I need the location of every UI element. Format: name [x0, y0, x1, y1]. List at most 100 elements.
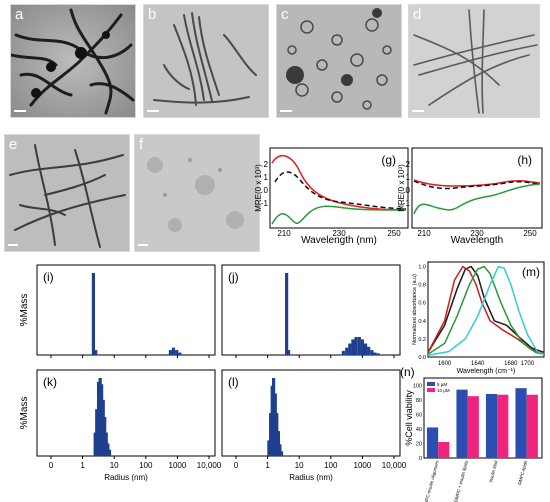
dls-bar — [370, 350, 374, 355]
dls-bar — [367, 346, 371, 355]
dls-xlabel: Radius (nm) — [104, 473, 148, 482]
viability-frame — [423, 377, 543, 459]
tem-image-d — [409, 5, 539, 117]
ftir-frame — [427, 261, 545, 358]
dls-panel: 0 1 10 100 1000 10,000 (l) Radius (nm) — [221, 369, 407, 482]
viability-category-label: DMPC + insulin fibrils — [453, 459, 469, 502]
ftir-xtick: 1640 — [471, 361, 485, 367]
ftir-ylabel: Normalized absorbance (a.u) — [412, 274, 418, 345]
cd-g-xtick: 210 — [277, 229, 291, 238]
dls-xtick: 10 — [295, 461, 304, 470]
dls-bar — [276, 431, 281, 456]
cd-g-xlabel: Wavelength (nm) — [301, 235, 377, 246]
tem-panel-e: e — [4, 134, 130, 252]
dls-frame — [221, 264, 401, 356]
dls-frame — [36, 264, 216, 356]
cd-h-curve-dashed — [413, 180, 541, 190]
viability-panel-label: (n) — [400, 365, 415, 379]
dls-bar — [96, 381, 101, 456]
cd-g-label: (g) — [381, 153, 396, 167]
dls-bar — [168, 350, 172, 355]
viability-ytick: 20 — [416, 441, 422, 447]
panel-label-c: c — [281, 6, 289, 23]
dls-bar — [373, 352, 377, 355]
dls-xtick: 100 — [324, 461, 338, 470]
dls-bar — [275, 413, 279, 456]
viability-ytick: 100 — [413, 383, 422, 389]
dls-bar — [376, 353, 380, 355]
cd-h-ytick: -1 — [403, 199, 411, 208]
dls-panel: 0 1 10 100 1000 10,000 (k) Radius (nm) %Mass — [19, 369, 222, 482]
ftir-ytick: 1.0 — [418, 265, 426, 271]
viability-legend-swatch — [427, 388, 435, 392]
dls-bar — [360, 339, 364, 355]
dls-panel-label: (i) — [43, 270, 54, 284]
dls-bar — [95, 409, 99, 456]
cd-g-ylabel: MRE(0 x 10³) — [254, 164, 263, 212]
dls-bar — [348, 343, 352, 355]
dls-panel: (i) %Mass — [19, 264, 216, 358]
dls-panel-label: (j) — [228, 270, 239, 284]
cd-h-xtick: 230 — [470, 229, 484, 238]
tem-image-e — [5, 135, 129, 251]
tem-image-b — [144, 5, 268, 117]
cd-h-frame — [411, 147, 543, 229]
dls-bar — [171, 347, 176, 355]
cd-g-curve-green — [271, 205, 407, 225]
dls-frame — [36, 369, 216, 457]
tem-image-a — [11, 5, 135, 117]
panel-label-b: b — [148, 6, 157, 23]
ftir-series-line — [427, 265, 545, 354]
dls-xtick: 1000 — [169, 461, 187, 470]
ftir-xlabel: Wavelength (cm⁻¹) — [457, 368, 516, 375]
cd-g-ytick: 2 — [264, 160, 269, 169]
cd-panel-g: (g) Wavelength (nm) MRE(0 x 10³) 210 230… — [254, 147, 409, 246]
tem-image-c — [277, 5, 401, 117]
viability-category-label: DMPC-lipids — [517, 459, 528, 485]
viability-bar — [526, 394, 538, 458]
dls-xtick: 1000 — [354, 461, 372, 470]
tem-panel-b: b — [143, 4, 269, 118]
panel-label-d: d — [413, 6, 422, 23]
ftir-ytick: 0.2 — [418, 337, 426, 343]
viability-panel-n: DMPC-insulin oligomers DMPC + insulin fib… — [400, 365, 543, 502]
cd-h-xtick: 250 — [523, 229, 537, 238]
ftir-xtick: 1680 — [504, 361, 518, 367]
viability-bar — [456, 389, 468, 458]
ftir-panel-m: 1600 1640 1680 1700 0.0 0.2 0.4 0.6 0.8 1.0 Wavele… — [412, 261, 545, 375]
cd-g-frame — [269, 147, 409, 229]
tem-image-f — [135, 135, 259, 251]
dls-xtick: 10,000 — [197, 461, 222, 470]
cd-g-ytick: 1 — [264, 173, 269, 182]
dls-bar — [107, 449, 112, 456]
cd-h-ylabel: MRE(0 x 10³) — [397, 164, 406, 212]
cd-g-xtick: 230 — [332, 229, 346, 238]
viability-category-label: DMPC-insulin oligomers — [422, 459, 440, 502]
ftir-series-line — [427, 265, 545, 356]
dls-bar — [345, 347, 349, 355]
cd-h-label: (h) — [517, 153, 532, 167]
dls-bar — [104, 432, 108, 456]
viability-ylabel: %Cell viability — [404, 390, 414, 446]
viability-bar — [426, 427, 439, 458]
viability-bar — [467, 396, 479, 458]
dls-panel-label: (k) — [43, 375, 57, 389]
dls-panel-label: (l) — [228, 375, 239, 389]
dls-histograms: (i)%Mass(j)0 1 10 100 1000 10,000(k)Radius (n… — [19, 264, 407, 482]
cd-g-curve-dashed — [274, 171, 407, 210]
dls-ylabel: %Mass — [19, 397, 30, 430]
ftir-ytick: 0.4 — [418, 319, 426, 325]
tem-panel-a: a — [10, 4, 136, 118]
viability-ytick: 80 — [416, 398, 422, 404]
ftir-xtick: 1600 — [438, 361, 452, 367]
dls-bar — [178, 352, 182, 355]
ftir-ytick: 0.8 — [418, 283, 426, 289]
dls-ylabel: %Mass — [19, 294, 30, 327]
viability-ytick: 60 — [416, 412, 422, 418]
viability-bar — [438, 442, 450, 458]
cd-g-ytick: -1 — [261, 199, 269, 208]
tem-panel-c: c — [276, 4, 402, 118]
dls-bar — [278, 444, 282, 456]
cd-h-ytick: 0 — [406, 186, 411, 195]
cd-h-ytick: 2 — [406, 160, 411, 169]
